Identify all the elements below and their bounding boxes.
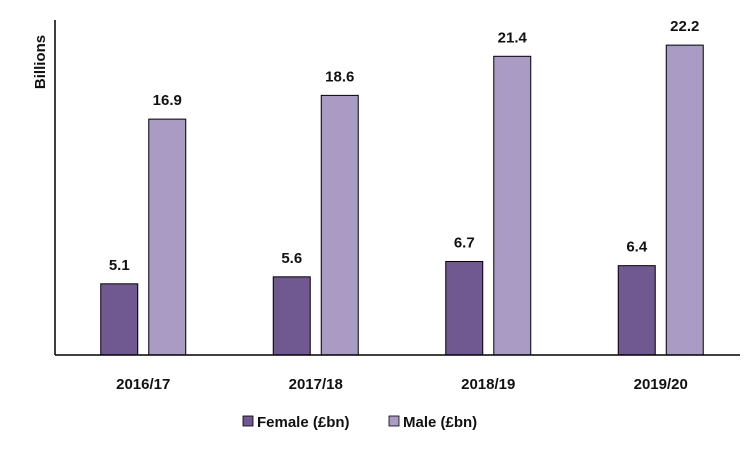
legend-swatch-female — [242, 415, 254, 427]
data-label-female-2016-17: 5.1 — [109, 257, 130, 274]
data-label-female-2017-18: 5.6 — [281, 250, 302, 267]
data-label-female-2019-20: 6.4 — [626, 239, 648, 256]
data-label-male-2019-20: 22.2 — [670, 18, 699, 35]
bar-male-2016-17 — [148, 118, 187, 356]
legend: Female (£bn) Male (£bn) — [242, 414, 477, 431]
data-label-male-2017-18: 18.6 — [325, 68, 354, 85]
bar-male-2019-20 — [665, 44, 704, 356]
data-label-male-2016-17: 16.9 — [153, 92, 182, 109]
legend-swatch-male — [388, 415, 400, 427]
legend-label-male: Male (£bn) — [403, 414, 477, 431]
x-tick-labels: 2016/17 2017/18 2018/19 2019/20 — [116, 376, 688, 393]
y-axis-title: Billions — [32, 35, 49, 89]
x-tick-label: 2016/17 — [116, 376, 170, 393]
data-labels-group: 5.1 16.9 5.6 18.6 6.7 21.4 6.4 22.2 — [109, 18, 700, 274]
bar-female-2019-20 — [617, 265, 656, 356]
legend-label-female: Female (£bn) — [257, 414, 350, 431]
bar-female-2016-17 — [100, 283, 139, 356]
bars-group — [100, 44, 704, 356]
data-label-female-2018-19: 6.7 — [454, 234, 475, 251]
bar-female-2017-18 — [272, 276, 311, 356]
x-tick-label: 2017/18 — [289, 376, 343, 393]
x-tick-label: 2018/19 — [461, 376, 515, 393]
bar-female-2018-19 — [445, 260, 484, 356]
bar-male-2017-18 — [320, 94, 359, 356]
data-label-male-2018-19: 21.4 — [498, 29, 528, 46]
bar-male-2018-19 — [493, 55, 532, 356]
x-tick-label: 2019/20 — [634, 376, 688, 393]
